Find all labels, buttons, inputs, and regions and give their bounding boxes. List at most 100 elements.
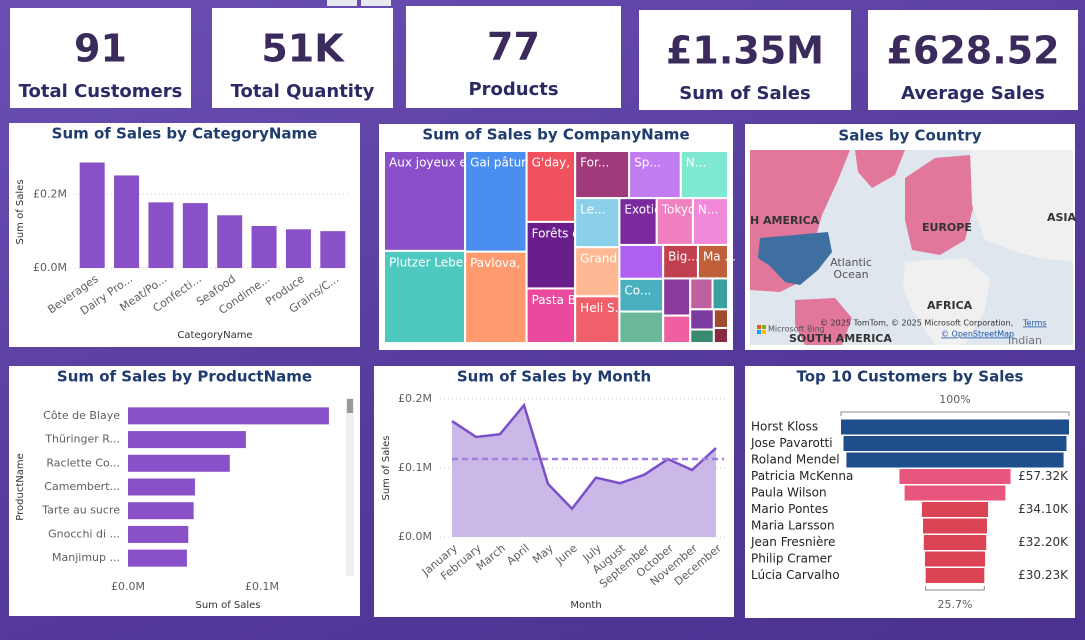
x-axis-label: CategoryName [177,330,252,341]
land [758,232,832,285]
y-tick-label: Raclette Co... [46,456,120,469]
y-tick-label: Manjimup ... [52,551,120,564]
bar [128,431,246,449]
chart-title: Top 10 Customers by Sales [797,368,1024,386]
treemap-tile [618,277,665,313]
tile-label: For... [580,156,609,170]
map-label: H AMERICA [750,214,820,227]
value-label: £32.20K [1018,535,1069,549]
tile-label: Big... [668,249,699,263]
tab[interactable] [327,0,357,6]
map-terms[interactable]: Terms [1022,319,1047,328]
logo [762,325,766,329]
funnel-category: Paula Wilson [751,486,827,500]
funnel-category: Horst Kloss [751,420,818,434]
kpi-card [10,8,191,108]
bar [128,407,329,425]
land [855,150,905,188]
bar [128,502,194,520]
kpi-value: 51K [261,27,345,71]
kpi-value: £628.52 [886,29,1059,73]
treemap-tile [689,308,715,331]
treemap-tile [574,295,621,345]
funnel-top-label: 100% [939,393,970,406]
treemap-tile [689,277,714,311]
funnel-category: Jean Fresnière [750,535,835,549]
land [795,298,852,345]
tile-label: Ma ... [703,249,736,263]
x-tick-label: £0.1M [245,580,279,593]
chart-title: Sum of Sales by CompanyName [422,126,689,144]
funnel-bar [925,568,985,583]
land [970,150,1073,262]
kpi-label: Sum of Sales [679,83,810,104]
kpi-card [406,6,621,108]
treemap-tile [662,277,692,317]
treemap-tile [464,250,528,344]
bar [285,229,311,268]
logo [757,330,761,334]
bar [217,215,243,268]
funnel-bottom-label: 25.7% [938,598,973,611]
map[interactable]: Microsoft Bing © 2025 TomTom, © 2025 Mic… [750,150,1077,347]
bar [128,454,230,472]
map-label: Indian [1008,334,1042,347]
bar [79,162,105,268]
tile-label: Pavlova, ... [470,256,535,270]
funnel-bar [841,419,1069,435]
map-brand: Microsoft Bing [768,325,825,334]
kpi-card [868,10,1078,110]
treemap-tile [525,287,577,345]
funnel-bar [899,469,1011,484]
kpi-card [212,8,393,108]
land [903,258,990,345]
tile-label: Le... [580,203,605,217]
map-osm[interactable]: © OpenStreetMap [941,330,1014,339]
land [905,155,975,255]
treemap-tile [655,197,694,246]
kpi-value: 77 [487,25,540,69]
bar [251,225,277,268]
map-label: EUROPE [922,221,972,234]
y-tick-label: Tarte au sucre [41,504,120,517]
y-tick-label: Thüringer R... [44,433,120,446]
value-label: £30.23K [1018,568,1069,582]
kpi-label: Total Customers [19,81,183,102]
scrollbar[interactable] [346,398,354,576]
treemap-tile [618,197,658,246]
map-label: Ocean [833,268,868,281]
y-tick-label: Gnocchi di ... [48,527,120,540]
scrollbar-thumb[interactable] [347,399,353,413]
y-tick-label: £0.2M [398,392,432,405]
y-tick-label: £0.0M [398,530,432,543]
y-tick-label: £0.0M [33,261,67,274]
tab[interactable] [361,0,391,6]
funnel-category: Jose Pavarotti [750,436,833,450]
bar [128,478,195,496]
funnel-bar [923,518,987,534]
tile-label: Heli S... [580,301,626,315]
x-tick-label: £0.0M [111,580,145,593]
chart-title: Sum of Sales by CategoryName [52,125,318,143]
funnel-category: Maria Larsson [751,519,835,533]
funnel-category: Roland Mendel [751,453,840,467]
treemap-tile [618,310,665,345]
kpi-value: 91 [74,27,127,71]
map-title: Sales by Country [838,127,981,145]
kpi-label: Average Sales [901,83,1045,104]
y-tick-label: Côte de Blaye [43,409,120,422]
treemap-tile [712,308,729,330]
y-axis-label: ProductName [15,453,26,520]
treemap-tile [662,314,692,344]
logo [757,325,761,329]
x-axis-label: Sum of Sales [195,600,260,611]
tile-label: Grand... [580,252,628,266]
funnel-bar [846,452,1064,468]
tile-label: N... [698,203,718,217]
chart-title: Sum of Sales by ProductName [57,368,312,386]
map-attribution: © 2025 TomTom, © 2025 Microsoft Corporat… [820,319,1013,328]
bar [128,525,189,543]
funnel-bar [924,551,986,567]
